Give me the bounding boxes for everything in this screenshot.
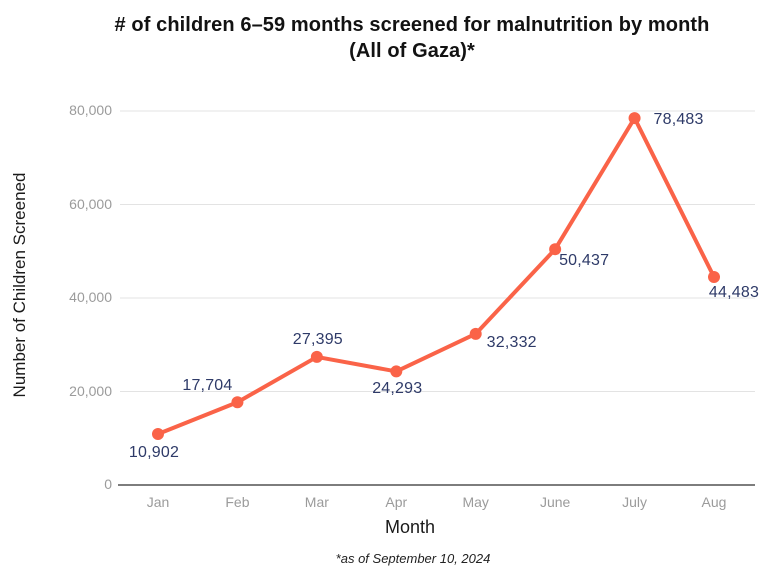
y-tick-label: 60,000	[69, 195, 112, 212]
y-tick-label: 40,000	[69, 289, 112, 305]
x-tick-label: Jan	[146, 494, 170, 510]
data-label: 24,293	[372, 380, 423, 398]
data-label: 44,483	[708, 284, 760, 302]
data-label: 10,902	[128, 444, 180, 462]
x-tick-label: June	[539, 494, 571, 510]
data-label: 50,437	[559, 252, 610, 270]
x-tick-label: Feb	[225, 494, 250, 510]
data-label: 17,704	[182, 377, 233, 395]
data-label: 27,395	[292, 330, 343, 348]
data-point	[390, 365, 403, 378]
data-label: 78,483	[653, 111, 704, 129]
data-point	[152, 428, 164, 441]
data-point	[628, 112, 641, 125]
data-point	[549, 243, 562, 256]
data-point	[231, 396, 244, 409]
data-point	[469, 327, 482, 340]
y-tick-label: 0	[104, 476, 112, 492]
x-tick-label: Aug	[701, 494, 727, 510]
x-tick-label: Mar	[304, 494, 329, 510]
data-point	[310, 350, 323, 363]
y-tick-label: 20,000	[69, 382, 112, 399]
x-tick-label: July	[622, 494, 648, 510]
chart-title: # of children 6–59 months screened for m…	[52, 12, 772, 64]
chart-title-line2: (All of Gaza)*	[349, 40, 475, 62]
data-label: 32,332	[486, 333, 537, 351]
x-tick-label: Apr	[385, 494, 408, 510]
y-tick-label: 80,000	[69, 102, 112, 118]
footnote: *as of September 10, 2024	[335, 551, 491, 566]
line-series	[156, 116, 716, 437]
x-tick-label: May	[462, 494, 489, 510]
chart-title-line1: # of children 6–59 months screened for m…	[114, 14, 710, 36]
data-point	[708, 271, 720, 284]
x-axis-title: Month	[384, 517, 436, 537]
